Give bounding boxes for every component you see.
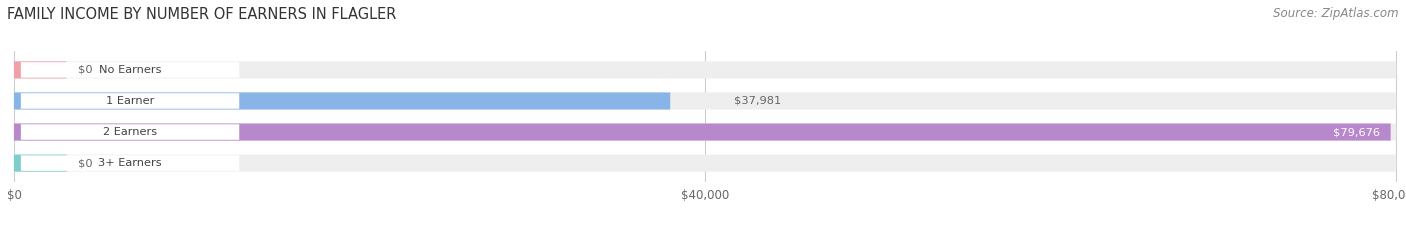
FancyBboxPatch shape xyxy=(21,155,239,171)
FancyBboxPatch shape xyxy=(14,93,1396,110)
Text: $37,981: $37,981 xyxy=(734,96,782,106)
FancyBboxPatch shape xyxy=(14,61,1396,79)
FancyBboxPatch shape xyxy=(14,93,671,110)
FancyBboxPatch shape xyxy=(14,123,1391,140)
Text: 3+ Earners: 3+ Earners xyxy=(98,158,162,168)
Text: Source: ZipAtlas.com: Source: ZipAtlas.com xyxy=(1274,7,1399,20)
FancyBboxPatch shape xyxy=(14,154,1396,172)
Text: 1 Earner: 1 Earner xyxy=(105,96,155,106)
FancyBboxPatch shape xyxy=(21,124,239,140)
FancyBboxPatch shape xyxy=(21,62,239,78)
FancyBboxPatch shape xyxy=(14,123,1396,140)
FancyBboxPatch shape xyxy=(14,154,66,172)
Text: 2 Earners: 2 Earners xyxy=(103,127,157,137)
Text: $79,676: $79,676 xyxy=(1333,127,1379,137)
Text: FAMILY INCOME BY NUMBER OF EARNERS IN FLAGLER: FAMILY INCOME BY NUMBER OF EARNERS IN FL… xyxy=(7,7,396,22)
Text: $0: $0 xyxy=(77,65,93,75)
FancyBboxPatch shape xyxy=(21,93,239,109)
FancyBboxPatch shape xyxy=(14,61,66,79)
Text: $0: $0 xyxy=(77,158,93,168)
Text: No Earners: No Earners xyxy=(98,65,162,75)
